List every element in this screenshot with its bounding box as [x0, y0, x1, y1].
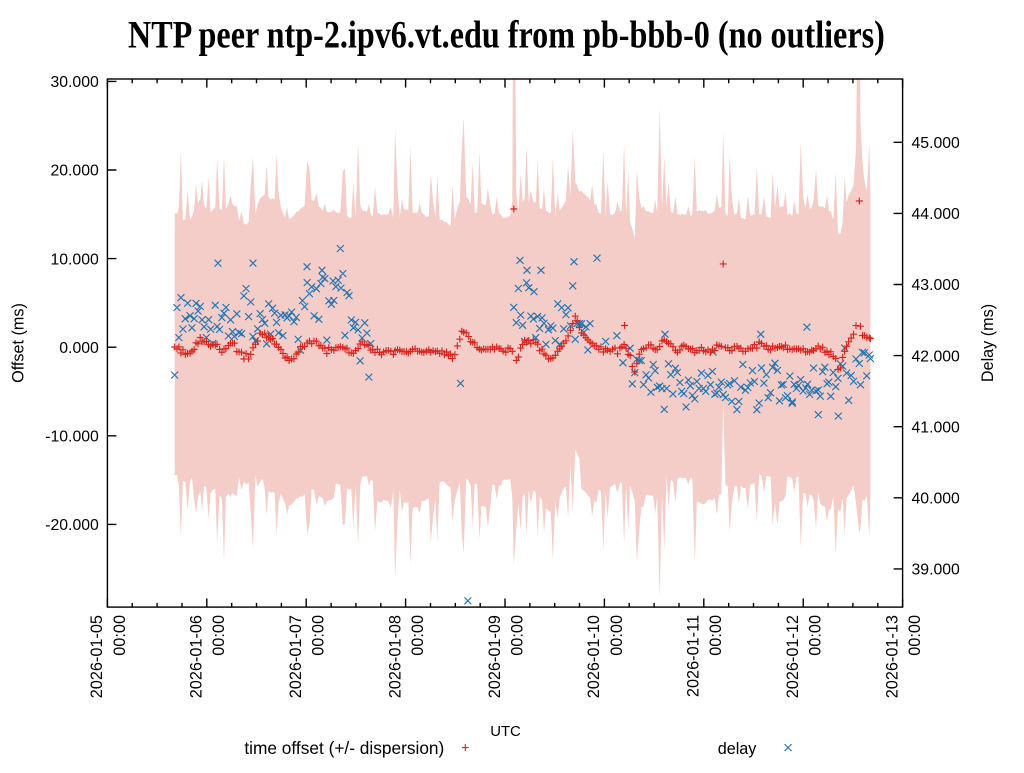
svg-text:10.000: 10.000	[50, 251, 99, 268]
svg-text:2026-01-05: 2026-01-05	[88, 615, 106, 698]
svg-text:42.000: 42.000	[912, 348, 961, 365]
svg-text:00:00: 00:00	[409, 615, 427, 656]
svg-text:2026-01-09: 2026-01-09	[486, 615, 504, 698]
svg-text:00:00: 00:00	[111, 615, 129, 656]
svg-text:time offset (+/- dispersion): time offset (+/- dispersion)	[244, 738, 444, 758]
svg-text:44.000: 44.000	[912, 206, 961, 223]
svg-text:00:00: 00:00	[906, 615, 924, 656]
svg-text:20.000: 20.000	[50, 163, 99, 180]
svg-text:41.000: 41.000	[912, 419, 961, 436]
svg-text:00:00: 00:00	[310, 615, 328, 656]
svg-text:2026-01-12: 2026-01-12	[784, 615, 802, 698]
svg-text:00:00: 00:00	[210, 615, 228, 656]
svg-text:00:00: 00:00	[508, 615, 526, 656]
svg-text:45.000: 45.000	[912, 135, 961, 152]
svg-text:00:00: 00:00	[807, 615, 825, 656]
svg-text:2026-01-06: 2026-01-06	[188, 615, 206, 698]
svg-text:2026-01-11: 2026-01-11	[685, 615, 703, 697]
svg-text:delay: delay	[718, 740, 758, 758]
svg-text:0.000: 0.000	[59, 340, 99, 357]
svg-text:NTP peer ntp-2.ipv6.vt.edu fro: NTP peer ntp-2.ipv6.vt.edu from pb-bbb-0…	[128, 13, 885, 57]
svg-text:43.000: 43.000	[912, 277, 961, 294]
svg-text:2026-01-13: 2026-01-13	[883, 615, 901, 698]
svg-text:Delay (ms): Delay (ms)	[979, 304, 997, 382]
svg-text:2026-01-07: 2026-01-07	[287, 615, 305, 698]
svg-text:2026-01-08: 2026-01-08	[386, 615, 404, 698]
svg-text:UTC: UTC	[490, 724, 521, 740]
svg-text:-10.000: -10.000	[45, 429, 99, 446]
svg-text:-20.000: -20.000	[45, 517, 99, 534]
svg-text:00:00: 00:00	[608, 615, 626, 656]
svg-text:2026-01-10: 2026-01-10	[585, 615, 603, 698]
svg-text:00:00: 00:00	[707, 615, 725, 656]
svg-text:Offset (ms): Offset (ms)	[9, 303, 27, 383]
svg-text:39.000: 39.000	[912, 562, 961, 579]
svg-text:40.000: 40.000	[912, 491, 961, 508]
svg-text:30.000: 30.000	[50, 74, 99, 91]
